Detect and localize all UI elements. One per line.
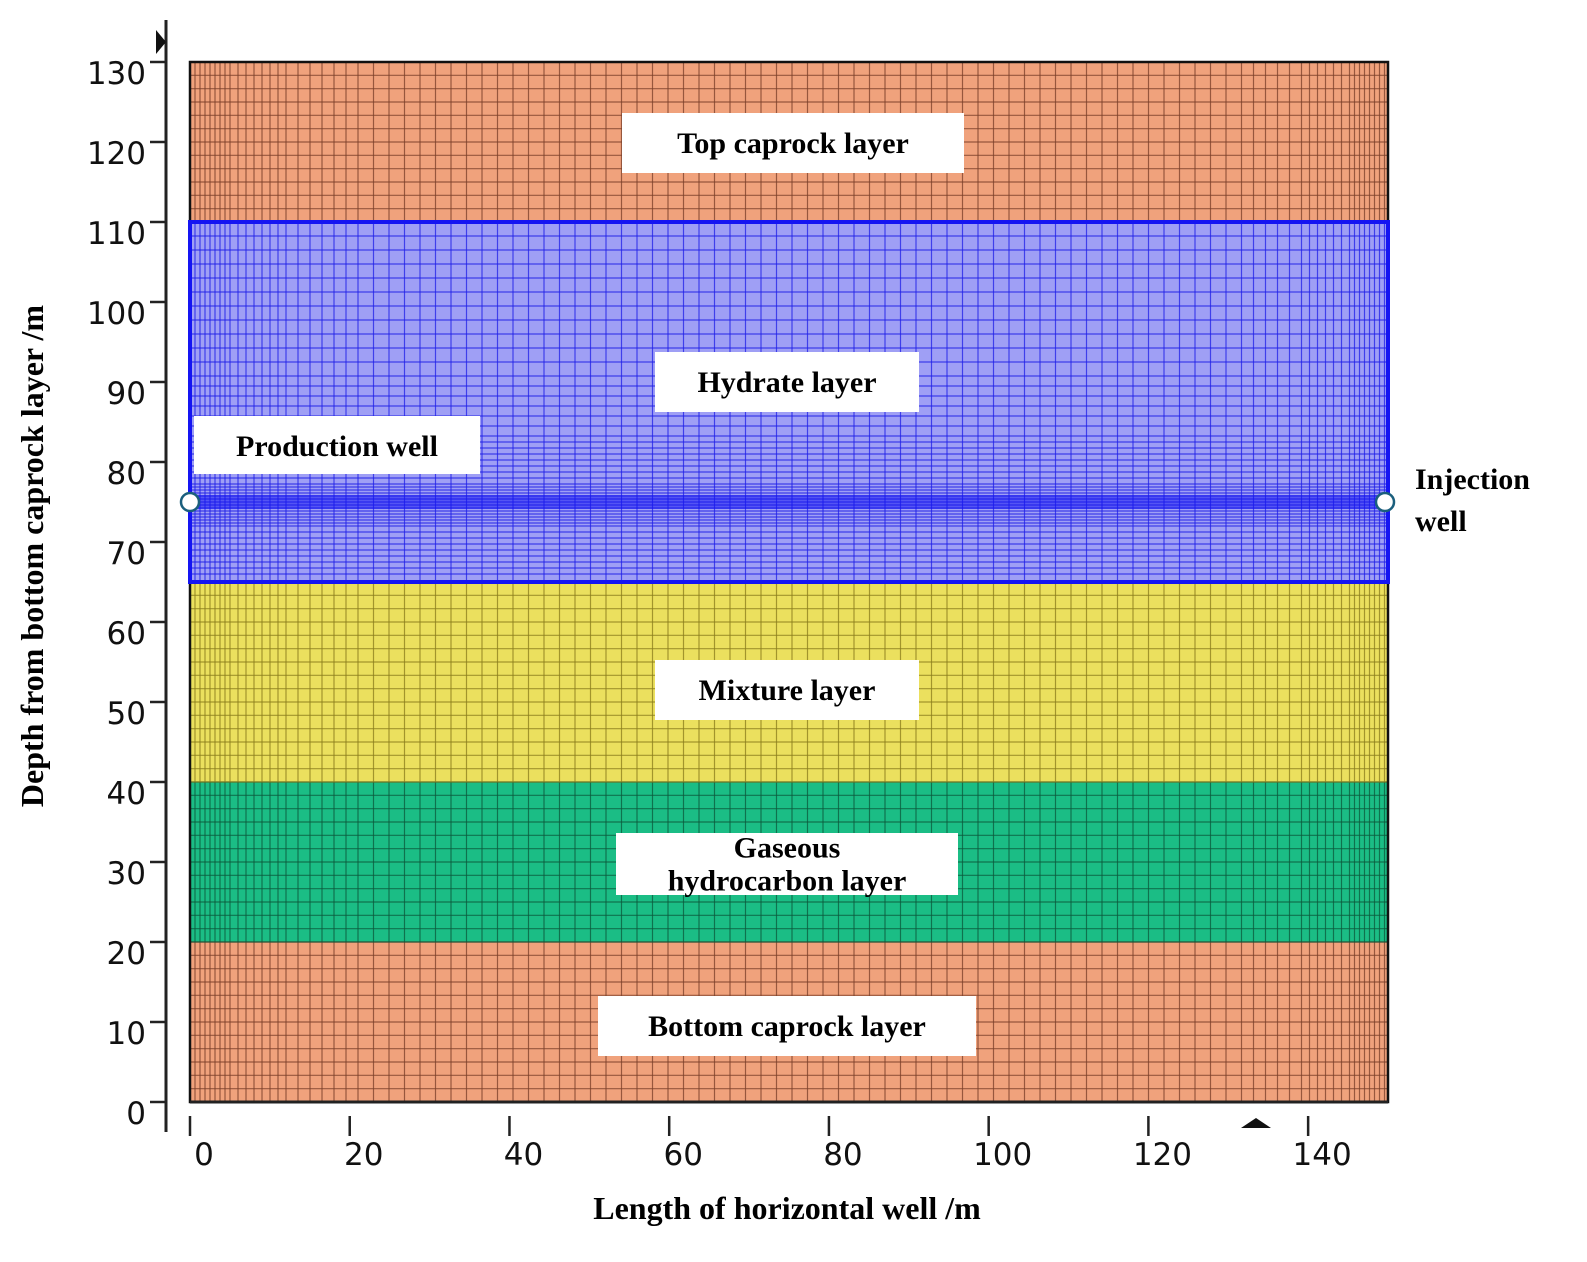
injection-well-label: Injection well (1415, 463, 1538, 538)
x-tick-label: 140 (1293, 1137, 1352, 1173)
x-axis-slider-icon (1241, 1118, 1271, 1128)
y-tick-label: 100 (87, 296, 146, 332)
layer-label-mixture: Mixture layer (699, 674, 876, 707)
injection-well-label-line-2: well (1415, 505, 1467, 538)
y-tick-label: 90 (107, 376, 146, 412)
layer-label-box-mixture (655, 660, 919, 720)
x-tick-label: 20 (344, 1137, 383, 1173)
layer-label-line: Bottom caprock layer (648, 1010, 926, 1043)
y-tick-label: 130 (87, 56, 146, 92)
x-axis-ticks: 0 20 40 60 80 100 120 140 (188, 1116, 1352, 1173)
x-tick-label: 100 (973, 1137, 1032, 1173)
y-tick-label: 70 (107, 536, 146, 572)
x-tick-label: 60 (663, 1137, 702, 1173)
layer-label-line: Hydrate layer (697, 366, 876, 399)
layer-label-box-gaseous-hydrocarbon (616, 833, 958, 895)
x-tick-label: 0 (194, 1137, 214, 1173)
hydrate-layer-outline (188, 220, 1390, 584)
y-tick-label: 30 (107, 856, 146, 892)
production-well-label-box (194, 416, 480, 474)
y-tick-label: 120 (87, 136, 146, 172)
x-tick-label: 80 (823, 1137, 862, 1173)
y-axis-arrow-icon (156, 30, 166, 54)
layer-label-line: Top caprock layer (677, 127, 909, 160)
y-tick-label: 20 (107, 936, 146, 972)
y-tick-label: 0 (126, 1096, 146, 1132)
layer-label-line: hydrocarbon layer (668, 865, 907, 898)
layer-labels: Bottom caprock layer Gaseous hydrocarbon l… (598, 113, 976, 1056)
production-well-label: Production well (236, 430, 438, 463)
x-axis-title: Length of horizontal well /m (593, 1190, 981, 1226)
production-well-marker (179, 491, 201, 513)
y-axis-ticks: 0 10 20 30 40 50 60 70 80 90 100 110 120 130 (87, 56, 166, 1132)
y-tick-label: 50 (107, 696, 146, 732)
y-tick-label: 110 (87, 216, 146, 252)
y-axis-title: Depth from bottom caprock layer /m (14, 305, 50, 808)
y-tick-label: 80 (107, 456, 146, 492)
wells-group (179, 491, 1396, 513)
layer-label-bottom-caprock: Bottom caprock layer (648, 1010, 926, 1043)
layer-label-top-caprock: Top caprock layer (677, 127, 909, 160)
injection-well-marker (1374, 491, 1396, 513)
layer-label-hydrate: Hydrate layer (697, 366, 876, 399)
y-tick-label: 60 (107, 616, 146, 652)
layer-label-box-hydrate (655, 352, 919, 412)
mesh-grid (190, 62, 1388, 1102)
injection-well-label-line-1: Injection (1415, 463, 1530, 496)
y-tick-label: 40 (107, 776, 146, 812)
layer-label-line: Gaseous (734, 832, 841, 865)
layer-label-gaseous-hydrocarbon: Gaseous hydrocarbon layer (668, 832, 907, 898)
layer-label-box-bottom-caprock (598, 996, 976, 1056)
horizontal-well-band (190, 495, 1388, 509)
layer-label-box-top-caprock (622, 113, 964, 173)
layer-label-line: Mixture layer (699, 674, 876, 707)
x-tick-label: 120 (1133, 1137, 1192, 1173)
y-tick-label: 10 (107, 1016, 146, 1052)
x-tick-label: 40 (504, 1137, 543, 1173)
